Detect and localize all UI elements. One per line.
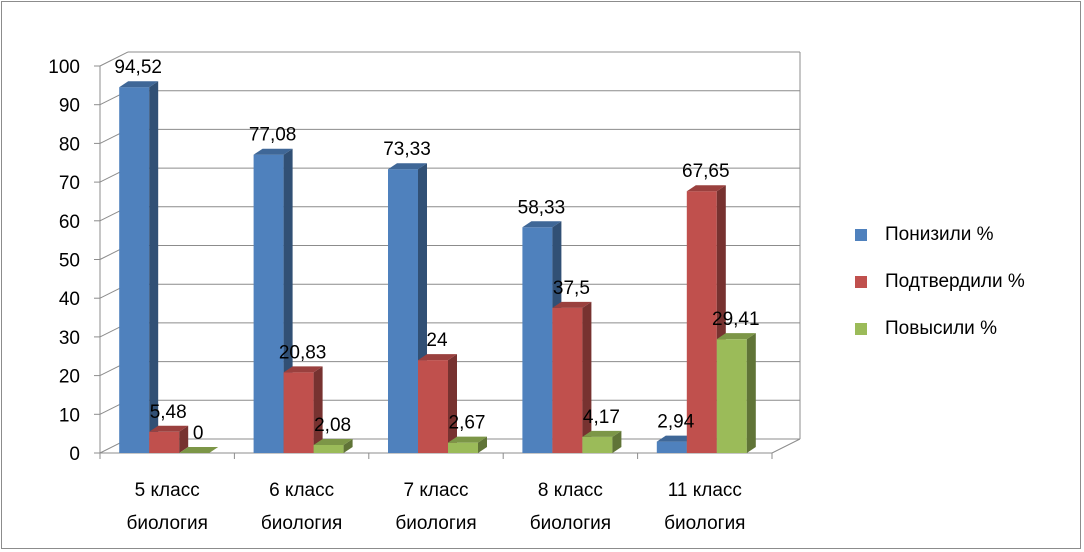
- y-tick-label: 50: [59, 251, 80, 272]
- data-label: 2,08: [314, 415, 351, 436]
- legend-label: Подтвердили %: [885, 270, 1025, 292]
- bar-top: [716, 333, 756, 340]
- data-labels: 94,52 5,48 0 77,08 20,83 2,08 73,33 24 2,67 58,33…: [114, 57, 759, 444]
- legend-label: Понизили %: [885, 223, 994, 245]
- bar-top: [179, 447, 219, 453]
- legend: Понизили % Подтвердили % Повысили %: [855, 222, 1025, 363]
- bar: [686, 191, 717, 453]
- x-category-label: 8 класс: [538, 480, 603, 501]
- bar: [716, 339, 747, 453]
- bar-top: [582, 430, 622, 437]
- bar-top: [149, 425, 189, 432]
- bar: [253, 154, 284, 454]
- data-label: 4,17: [583, 407, 620, 428]
- y-tick-label: 90: [59, 96, 80, 117]
- legend-swatch: [855, 275, 867, 288]
- bar: [522, 227, 553, 453]
- x-category-label: биология: [261, 513, 342, 534]
- legend-item-confirmed: Подтвердили %: [855, 269, 1025, 294]
- bar: [656, 441, 687, 453]
- bar: [552, 307, 583, 453]
- data-label: 73,33: [383, 139, 431, 160]
- data-label: 2,94: [657, 412, 694, 433]
- axes: 0 10 20 30 40 50 60 70 80 90 100 5 класс биология 6 к…: [48, 52, 801, 534]
- data-label: 0: [193, 423, 204, 444]
- y-tick-label: 10: [59, 405, 80, 426]
- y-tick-label: 60: [59, 212, 80, 233]
- x-category-label: биология: [664, 513, 745, 534]
- bar-top: [283, 366, 323, 373]
- bar-side: [746, 333, 756, 453]
- bar-side: [149, 81, 159, 453]
- y-tick-label: 30: [59, 328, 80, 349]
- data-label: 37,5: [553, 278, 590, 299]
- data-label: 5,48: [150, 402, 187, 423]
- x-category-label: 6 класс: [269, 480, 334, 501]
- bar-top: [418, 354, 457, 361]
- bar-top: [552, 301, 592, 308]
- y-tick-label: 0: [69, 444, 80, 465]
- bar-side: [313, 366, 323, 453]
- x-category-label: 11 класс: [668, 480, 742, 501]
- bar-top: [448, 436, 487, 443]
- bar: [388, 169, 418, 454]
- legend-item-decreased: Понизили %: [855, 222, 1025, 247]
- bar: [119, 87, 150, 453]
- x-category-label: 5 класс: [135, 480, 200, 501]
- bar-top: [119, 81, 159, 88]
- bar: [582, 436, 613, 453]
- x-category-label: биология: [530, 513, 611, 534]
- bar: [149, 431, 180, 453]
- y-tick-label: 40: [59, 289, 80, 310]
- bar-side: [179, 425, 189, 453]
- data-label: 67,65: [682, 161, 730, 182]
- bar-side: [448, 354, 457, 453]
- floor-edge: [771, 438, 801, 454]
- legend-swatch: [855, 322, 867, 335]
- legend-item-increased: Повысили %: [855, 316, 1025, 341]
- data-label: 94,52: [114, 57, 162, 78]
- x-category-label: биология: [395, 513, 476, 534]
- data-label: 2,67: [449, 413, 486, 434]
- y-tick-label: 20: [59, 367, 80, 388]
- bar-top: [313, 438, 353, 445]
- bar-side: [582, 301, 592, 453]
- data-label: 58,33: [518, 197, 566, 218]
- legend-label: Повысили %: [885, 317, 997, 339]
- bar-top: [686, 185, 726, 192]
- legend-swatch: [855, 228, 867, 241]
- bar-top: [388, 163, 427, 170]
- bar: [418, 360, 448, 453]
- gridline-diagonal: [99, 51, 129, 67]
- bar-top: [253, 148, 293, 155]
- bar-side: [612, 430, 622, 453]
- bar: [283, 372, 314, 453]
- bar: [448, 442, 478, 453]
- bars: [119, 81, 756, 454]
- y-tick-label: 70: [59, 173, 80, 194]
- x-category-label: биология: [127, 513, 208, 534]
- data-label: 20,83: [279, 342, 327, 363]
- bar-top: [656, 435, 696, 442]
- bar: [313, 444, 344, 453]
- y-tick-label: 80: [59, 134, 80, 155]
- data-label: 29,41: [712, 309, 760, 330]
- data-label: 24: [426, 330, 448, 351]
- data-label: 77,08: [249, 125, 297, 146]
- y-tick-label: 100: [48, 57, 80, 78]
- bar-side: [478, 436, 487, 453]
- x-category-label: 7 класс: [403, 480, 468, 501]
- bar-side: [343, 438, 353, 453]
- bar-top: [522, 221, 562, 228]
